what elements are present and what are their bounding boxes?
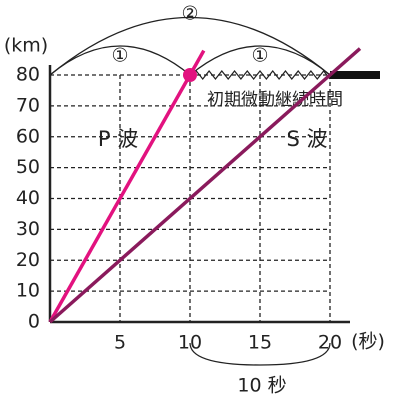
x-tick-label: 20 <box>318 332 342 354</box>
arc <box>49 17 331 76</box>
x-tick-label: 5 <box>114 332 126 354</box>
arc-label: ② <box>181 3 198 25</box>
interval-label: 10 秒 <box>237 375 286 397</box>
duration-label: 初期微動継続時間 <box>207 90 343 110</box>
arc-label: ① <box>111 45 128 67</box>
series-label: S 波 <box>286 127 327 151</box>
line <box>48 74 192 323</box>
y-tick-label: 20 <box>16 249 40 271</box>
y-tick-label: 0 <box>28 311 40 333</box>
y-tick-label: 50 <box>16 156 40 178</box>
y-tick-label: 40 <box>16 187 40 209</box>
y-tick-label: 10 <box>16 280 40 302</box>
y-tick-label: 80 <box>16 64 40 86</box>
y-tick-label: 60 <box>16 125 40 147</box>
arc-label: ① <box>251 45 268 67</box>
y-tick-label: 30 <box>16 218 40 240</box>
series-label: P 波 <box>98 127 138 151</box>
x-tick-label: 10 <box>178 332 202 354</box>
y-axis-label: (km) <box>4 35 48 57</box>
bar <box>330 71 380 79</box>
arc <box>49 45 191 76</box>
x-axis-label: (秒) <box>351 331 385 353</box>
line-extension <box>328 47 362 77</box>
line <box>48 73 332 324</box>
x-tick-label: 15 <box>248 332 272 354</box>
arc <box>189 45 331 76</box>
brace <box>189 342 331 366</box>
y-tick-label: 70 <box>16 94 40 116</box>
point <box>183 68 197 82</box>
zigzag <box>189 70 331 80</box>
